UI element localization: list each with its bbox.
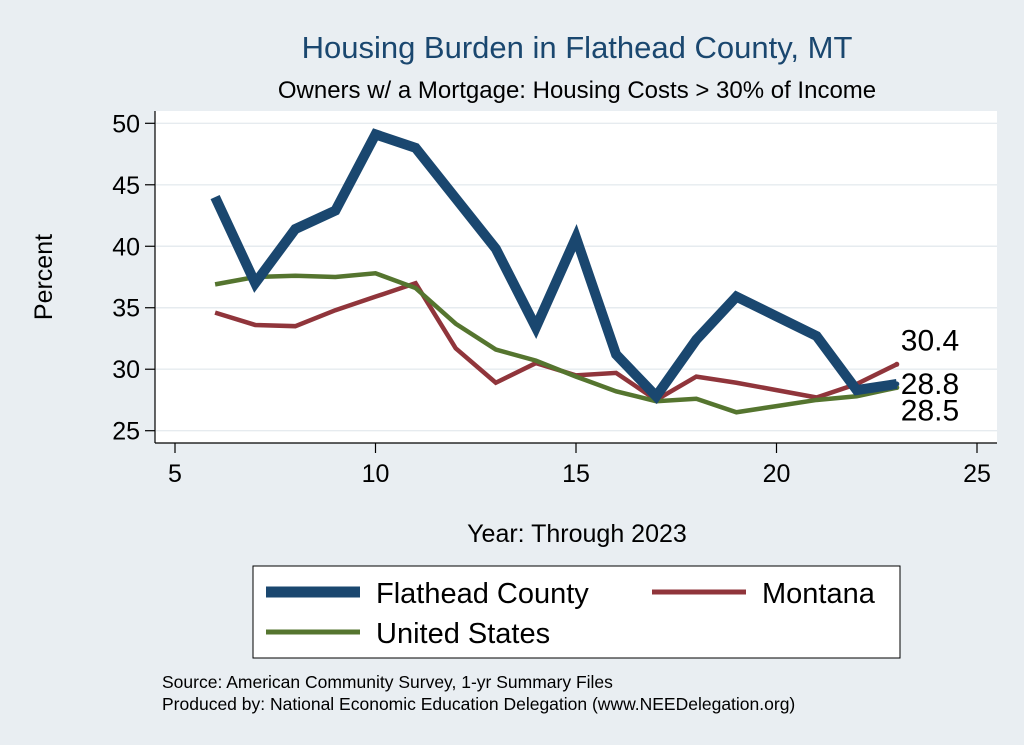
chart-subtitle: Owners w/ a Mortgage: Housing Costs > 30… — [278, 77, 876, 104]
y-axis-label: Percent — [30, 234, 58, 320]
series-lines — [210, 128, 900, 415]
x-tick-label-5: 5 — [168, 460, 182, 488]
y-tick-label-50: 50 — [112, 110, 140, 138]
series-line-flathead-county — [210, 128, 898, 405]
chart-title: Housing Burden in Flathead County, MT — [302, 30, 853, 65]
series-endpoint-flathead-county — [894, 381, 900, 387]
x-tick-label-15: 15 — [562, 460, 590, 488]
legend-box — [252, 565, 901, 659]
legend: Flathead County Montana United States — [252, 565, 901, 659]
end-label-flathead-county: 28.8 — [901, 368, 959, 401]
end-label-montana: 30.4 — [901, 324, 959, 357]
x-tick-label-10: 10 — [362, 460, 390, 488]
legend-label-flathead-county: Flathead County — [376, 578, 589, 610]
producer-note: Produced by: National Economic Education… — [162, 694, 795, 714]
x-axis-label: Year: Through 2023 — [467, 520, 687, 548]
y-tick-label-45: 45 — [112, 172, 140, 200]
legend-label-united-states: United States — [376, 618, 550, 650]
source-note: Source: American Community Survey, 1-yr … — [162, 672, 613, 692]
series-endpoint-montana — [894, 361, 900, 367]
y-tick-label-30: 30 — [112, 356, 140, 384]
axis-ticks: 25 30 35 40 45 50 5 10 15 20 25 — [112, 110, 991, 488]
y-tick-label-25: 25 — [112, 418, 140, 446]
y-tick-label-40: 40 — [112, 233, 140, 261]
end-labels: 28.8 30.4 28.5 — [901, 324, 959, 427]
end-label-united-states: 28.5 — [901, 395, 959, 428]
y-tick-label-35: 35 — [112, 295, 140, 323]
legend-label-montana: Montana — [762, 578, 876, 610]
series-line-united-states — [214, 271, 898, 415]
x-tick-label-25: 25 — [963, 460, 991, 488]
x-tick-label-20: 20 — [763, 460, 791, 488]
